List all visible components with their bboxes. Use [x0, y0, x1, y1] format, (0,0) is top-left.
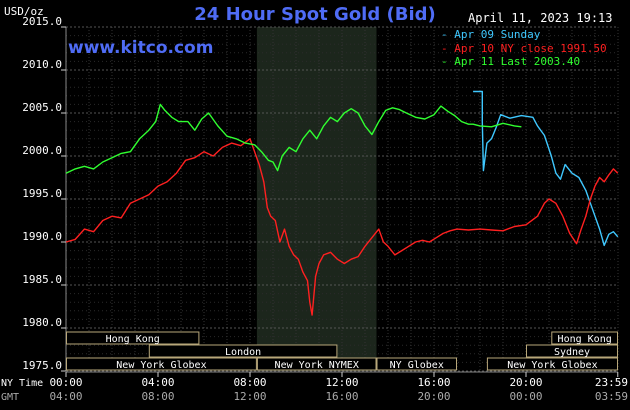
legend-item-apr11: - Apr 11 Last 2003.40 [441, 55, 581, 68]
site-link[interactable]: www.kitco.com [68, 38, 214, 58]
x-axis-row-label: NY Time [1, 378, 43, 389]
session-bar-label: London [225, 347, 261, 358]
x-tick-label: 20:00 [417, 390, 450, 403]
session-bar-label: NY Globex [390, 360, 444, 371]
price-series [65, 90, 619, 316]
y-tick-label: 1985.0 [22, 273, 62, 286]
session-bar-label: Hong Kong [106, 334, 160, 345]
y-tick-label: 1975.0 [22, 359, 62, 372]
y-tick-label: 1995.0 [22, 187, 62, 200]
x-tick-label: 12:00 [233, 390, 266, 403]
session-bar-label: New York Globex [507, 360, 597, 371]
x-tick-label: 20:00 [509, 376, 542, 389]
session-bar [148, 344, 338, 358]
x-tick-label: 16:00 [325, 390, 358, 403]
x-tick-label: 00:00 [49, 376, 82, 389]
session-bar [376, 357, 457, 371]
ny-session-shading [256, 27, 377, 371]
x-tick-label: 04:00 [141, 376, 174, 389]
legend-item-apr09: - Apr 09 Sunday [441, 28, 541, 41]
session-bar [486, 357, 618, 371]
series-line-0 [473, 90, 619, 247]
y-tick-label: 1990.0 [22, 230, 62, 243]
session-bar [66, 331, 200, 345]
session-bar [551, 331, 618, 345]
legend: - Apr 09 Sunday - Apr 10 NY close 1991.5… [441, 28, 607, 69]
x-tick-label: 23:59 [595, 376, 628, 389]
x-axis-row-label: GMT [1, 392, 19, 403]
series-line-2 [65, 103, 522, 174]
session-bar [66, 357, 257, 371]
series-line-1 [65, 138, 619, 316]
x-tick-label: 12:00 [325, 376, 358, 389]
x-tick-label: 00:00 [509, 390, 542, 403]
x-tick-label: 03:59 [595, 390, 628, 403]
y-tick-label: 2000.0 [22, 144, 62, 157]
unit-label: USD/oz [4, 5, 44, 18]
legend-item-apr10: - Apr 10 NY close 1991.50 [441, 41, 607, 55]
x-tick-label: 16:00 [417, 376, 450, 389]
x-tick-label: 08:00 [141, 390, 174, 403]
chart-title: 24 Hour Spot Gold (Bid) [194, 4, 436, 25]
y-tick-label: 2005.0 [22, 101, 62, 114]
y-tick-label: 1980.0 [22, 316, 62, 329]
session-bar-label: Hong Kong [558, 334, 612, 345]
session-bar [256, 357, 377, 371]
y-tick-label: 2010.0 [22, 58, 62, 71]
session-bar [526, 344, 618, 358]
x-tick-label: 04:00 [49, 390, 82, 403]
x-axis: NY Time 00:00 04:00 08:00 12:00 16:00 20:00 23:… [1, 371, 628, 403]
y-tick-label: 2015.0 [22, 15, 62, 28]
session-bar-label: New York NYMEX [275, 360, 359, 371]
session-bar-label: New York Globex [116, 360, 206, 371]
y-axis: 2015.0 2010.0 2005.0 2000.0 1995.0 1990.0 1985… [22, 15, 67, 372]
date-stamp: April 11, 2023 19:13 [468, 11, 613, 25]
session-bars: Hong Kong Hong Kong London Sydney New York G… [66, 331, 618, 371]
session-bar-label: Sydney [554, 347, 590, 358]
x-tick-label: 08:00 [233, 376, 266, 389]
